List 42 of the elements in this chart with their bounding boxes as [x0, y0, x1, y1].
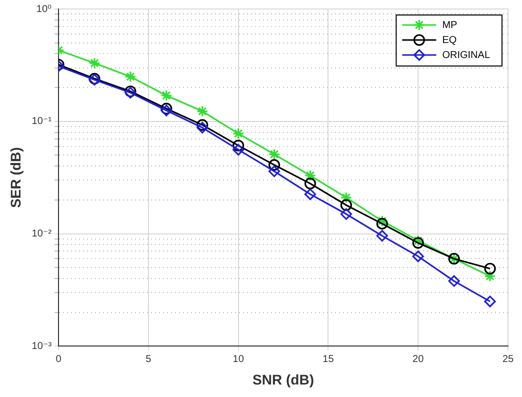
point [304, 170, 316, 182]
point [196, 119, 208, 131]
y-axis-title: SER (dB) [7, 147, 24, 208]
point [232, 128, 244, 140]
point [484, 296, 496, 308]
point [412, 237, 424, 249]
point [484, 270, 496, 282]
y-tick-label: 10⁻¹ [32, 116, 52, 128]
point [196, 122, 208, 134]
point [340, 208, 352, 220]
point [160, 90, 172, 102]
x-axis-title: SNR (dB) [252, 371, 314, 388]
point [268, 165, 280, 178]
point [412, 250, 424, 262]
y-tick-label: 10⁰ [36, 4, 52, 15]
x-tick-label: 10 [232, 354, 244, 365]
point [448, 275, 460, 287]
point [484, 262, 496, 274]
legend-label: MP [442, 20, 458, 31]
point [304, 188, 316, 200]
point [376, 215, 388, 227]
y-tick-label: 10⁻² [32, 228, 52, 240]
point [304, 178, 316, 190]
x-tick-label: 15 [322, 354, 334, 365]
point [340, 199, 352, 211]
x-tick-label: 25 [502, 354, 514, 365]
point [376, 218, 388, 230]
point [196, 105, 208, 118]
point [232, 140, 244, 152]
point [232, 144, 244, 156]
x-tick-label: 20 [412, 354, 424, 365]
legend-label: EQ [442, 34, 457, 46]
legend-label: ORIGINAL [442, 50, 490, 61]
point [376, 230, 388, 242]
point [268, 159, 280, 171]
x-tick-label: 5 [146, 354, 152, 365]
point [340, 192, 352, 204]
x-tick-label: 0 [56, 354, 62, 365]
point [88, 57, 100, 69]
y-tick-label: 10⁻³ [32, 340, 52, 352]
point [268, 148, 280, 160]
point [124, 70, 136, 82]
